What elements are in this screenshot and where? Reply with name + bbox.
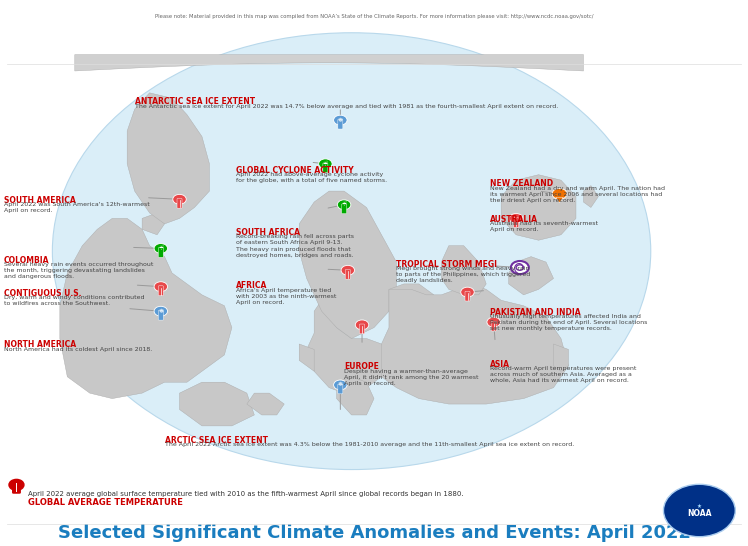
FancyBboxPatch shape <box>465 291 470 301</box>
Text: GLOBAL AVERAGE TEMPERATURE: GLOBAL AVERAGE TEMPERATURE <box>28 498 183 507</box>
Polygon shape <box>142 213 165 235</box>
Polygon shape <box>247 393 284 415</box>
Text: SOUTH AMERICA: SOUTH AMERICA <box>4 196 76 205</box>
Text: NEW ZEALAND: NEW ZEALAND <box>490 180 553 188</box>
Text: Australia had its seventh-warmest
April on record.: Australia had its seventh-warmest April … <box>490 221 598 233</box>
FancyBboxPatch shape <box>159 247 163 257</box>
Text: NOAA: NOAA <box>687 509 711 518</box>
Polygon shape <box>556 197 563 203</box>
Circle shape <box>663 484 735 537</box>
Polygon shape <box>75 55 583 71</box>
Circle shape <box>461 287 474 297</box>
Polygon shape <box>389 284 434 322</box>
Circle shape <box>154 306 168 316</box>
Polygon shape <box>441 246 486 295</box>
Text: GLOBAL CYCLONE ACTIVITY: GLOBAL CYCLONE ACTIVITY <box>236 166 353 175</box>
Text: ARCTIC SEA ICE EXTENT: ARCTIC SEA ICE EXTENT <box>165 436 268 445</box>
Circle shape <box>552 188 567 199</box>
FancyBboxPatch shape <box>342 204 346 213</box>
Polygon shape <box>381 284 568 404</box>
Text: April 2022 average global surface temperature tied with 2010 as the fifth-warmes: April 2022 average global surface temper… <box>28 491 464 497</box>
Circle shape <box>154 244 168 253</box>
Text: CONTIGUOUS U.S.: CONTIGUOUS U.S. <box>4 289 82 298</box>
Text: ☔: ☔ <box>323 161 328 167</box>
Circle shape <box>319 159 332 169</box>
FancyBboxPatch shape <box>177 198 182 208</box>
FancyBboxPatch shape <box>323 163 328 173</box>
Polygon shape <box>509 257 554 295</box>
Text: Africa's April temperature tied
with 2003 as the ninth-warmest
April on record.: Africa's April temperature tied with 200… <box>236 288 336 305</box>
Text: Please note: Material provided in this map was compiled from NOAA’s State of the: Please note: Material provided in this m… <box>155 14 593 19</box>
FancyBboxPatch shape <box>338 119 343 129</box>
Text: Record-breaking rain fell across parts
of eastern South Africa April 9-13.
The h: Record-breaking rain fell across parts o… <box>236 234 354 258</box>
Polygon shape <box>307 300 389 393</box>
Text: COLOMBIA: COLOMBIA <box>4 256 49 265</box>
Text: ☔: ☔ <box>159 246 163 251</box>
Text: New Zealand had a dry and warm April. The nation had
its warmest April since 200: New Zealand had a dry and warm April. Th… <box>490 186 665 203</box>
Text: PAKISTAN AND INDIA: PAKISTAN AND INDIA <box>490 308 580 317</box>
Circle shape <box>334 115 347 125</box>
Text: Selected Significant Climate Anomalies and Events: April 2022: Selected Significant Climate Anomalies a… <box>58 524 690 542</box>
Circle shape <box>334 380 347 390</box>
Text: ❅: ❅ <box>337 117 343 123</box>
FancyBboxPatch shape <box>13 481 20 493</box>
Text: AFRICA: AFRICA <box>236 282 267 290</box>
Text: ❅: ❅ <box>158 308 164 314</box>
Text: The Antarctic sea ice extent for April 2022 was 14.7% below average and tied wit: The Antarctic sea ice extent for April 2… <box>135 104 558 109</box>
Ellipse shape <box>52 33 651 470</box>
Circle shape <box>9 479 24 490</box>
Text: NORTH AMERICA: NORTH AMERICA <box>4 341 76 349</box>
Text: ☔: ☔ <box>342 202 346 207</box>
Circle shape <box>341 265 355 275</box>
Text: ANTARCTIC SEA ICE EXTENT: ANTARCTIC SEA ICE EXTENT <box>135 98 255 106</box>
FancyBboxPatch shape <box>338 384 343 394</box>
Polygon shape <box>299 344 314 371</box>
Polygon shape <box>554 344 568 371</box>
Polygon shape <box>127 93 209 224</box>
FancyBboxPatch shape <box>159 286 163 295</box>
Text: Dry, warm and windy conditions contributed
to wildfires across the Southwest.: Dry, warm and windy conditions contribut… <box>4 295 144 306</box>
Polygon shape <box>583 186 598 207</box>
FancyBboxPatch shape <box>159 310 163 320</box>
Text: Megi brought strong winds and heavy rain
to parts of the Philippines, which trig: Megi brought strong winds and heavy rain… <box>396 266 530 283</box>
Circle shape <box>516 265 524 270</box>
Text: ❅: ❅ <box>337 382 343 388</box>
Text: SOUTH AFRICA: SOUTH AFRICA <box>236 228 300 237</box>
Text: Despite having a warmer-than-average
April, it didn’t rank among the 20 warmest
: Despite having a warmer-than-average Apr… <box>344 369 479 386</box>
Circle shape <box>511 261 529 274</box>
Text: North America had its coldest April since 2018.: North America had its coldest April sinc… <box>4 347 152 352</box>
Text: AUSTRALIA: AUSTRALIA <box>490 215 538 224</box>
Text: Several heavy rain events occurred throughout
the month, triggering devastating : Several heavy rain events occurred throu… <box>4 262 153 280</box>
Circle shape <box>173 194 186 204</box>
Text: The April 2022 Arctic sea ice extent was 4.3% below the 1981-2010 average and th: The April 2022 Arctic sea ice extent was… <box>165 442 574 447</box>
Text: TROPICAL STORM MEGI: TROPICAL STORM MEGI <box>396 260 497 269</box>
Circle shape <box>509 213 523 223</box>
Polygon shape <box>60 218 232 399</box>
Text: April 2022 had above-average cyclone activity
for the globe, with a total of fiv: April 2022 had above-average cyclone act… <box>236 172 387 183</box>
Text: Unusually high temperatures affected India and
Pakistan during the end of April.: Unusually high temperatures affected Ind… <box>490 314 647 331</box>
Circle shape <box>154 282 168 292</box>
Circle shape <box>355 320 369 330</box>
Text: EUROPE: EUROPE <box>344 363 379 371</box>
Circle shape <box>487 317 500 327</box>
Text: Record-warm April temperatures were present
across much of southern Asia. Averag: Record-warm April temperatures were pres… <box>490 366 637 383</box>
FancyBboxPatch shape <box>514 217 518 227</box>
FancyBboxPatch shape <box>491 321 496 331</box>
FancyBboxPatch shape <box>360 324 364 334</box>
Text: ASIA: ASIA <box>490 360 510 369</box>
Polygon shape <box>299 191 396 339</box>
Polygon shape <box>180 382 254 426</box>
Text: April 2022 was South America's 12th-warmest
April on record.: April 2022 was South America's 12th-warm… <box>4 202 150 213</box>
Polygon shape <box>501 175 576 240</box>
Text: ★: ★ <box>697 503 702 509</box>
FancyBboxPatch shape <box>346 269 350 279</box>
Polygon shape <box>337 377 374 415</box>
Circle shape <box>337 200 351 210</box>
